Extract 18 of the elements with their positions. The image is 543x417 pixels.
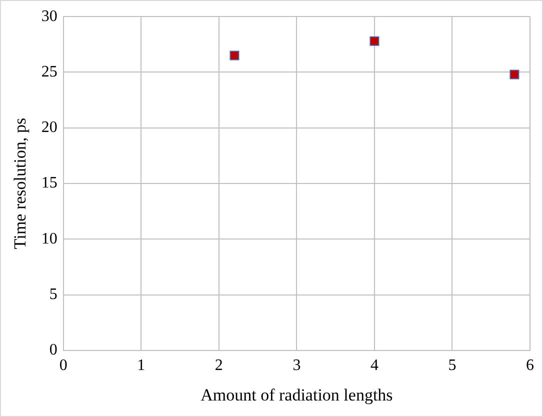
x-tick-label: 3 [292, 357, 301, 374]
x-tick-label: 5 [448, 357, 456, 374]
x-tick-label: 1 [137, 357, 146, 374]
y-tick-label: 30 [41, 8, 58, 25]
x-tick-label: 4 [370, 357, 378, 374]
x-tick-label: 2 [214, 357, 223, 374]
y-axis-title: Time resolution, ps [10, 118, 30, 250]
y-tick-label: 25 [41, 63, 58, 80]
y-tick-label: 0 [49, 342, 58, 359]
x-tick-label: 6 [526, 357, 534, 374]
y-tick-label: 15 [41, 174, 58, 192]
y-tick-label: 20 [41, 119, 58, 136]
y-tick-label: 5 [49, 286, 58, 303]
x-axis-title: Amount of radiation lengths [200, 385, 393, 404]
point [370, 36, 380, 46]
y-tick-label: 10 [41, 230, 58, 248]
point [510, 70, 520, 80]
point [230, 50, 240, 60]
